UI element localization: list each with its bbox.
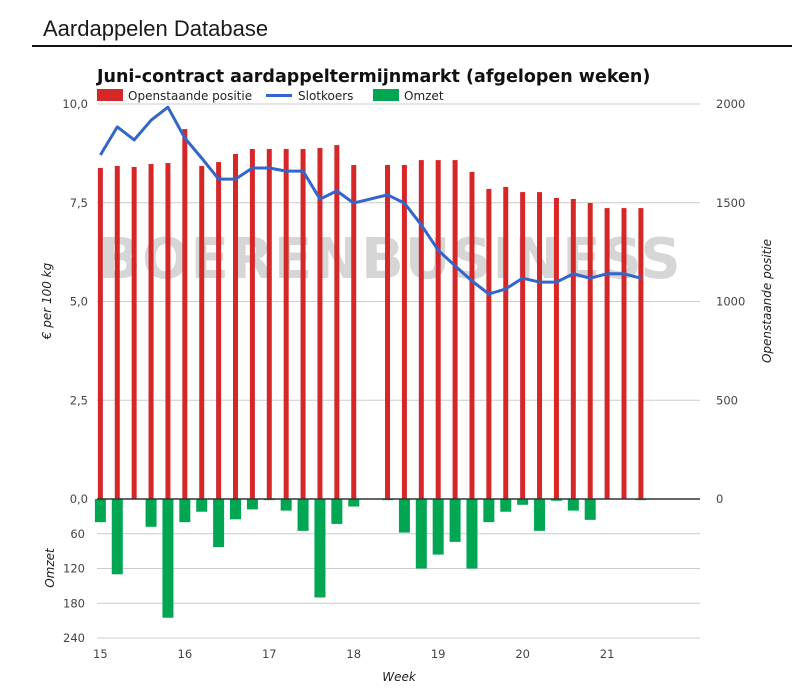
bar-openstaande-positie — [503, 186, 509, 499]
bar-omzet — [550, 499, 562, 501]
x-axis-tick-label: 16 — [178, 647, 193, 661]
bar-openstaande-positie — [334, 145, 340, 499]
left-axis-tick-label: 5,0 — [70, 295, 88, 309]
bar-omzet — [517, 499, 529, 505]
x-axis-tick-label: 17 — [262, 647, 277, 661]
bar-openstaande-positie — [570, 198, 576, 499]
x-axis-title: Week — [382, 670, 417, 684]
legend-swatch-omzet — [373, 89, 399, 101]
bar-omzet — [584, 499, 596, 520]
right-axis-tick-label: 500 — [716, 393, 738, 407]
bar-omzet — [415, 499, 427, 569]
legend-label-slotkoers: Slotkoers — [298, 89, 353, 103]
right-axis-tick-label: 0 — [716, 492, 723, 506]
bar-openstaande-positie — [300, 149, 306, 499]
bar-omzet — [246, 499, 258, 510]
bar-omzet — [280, 499, 292, 511]
bar-omzet — [483, 499, 495, 523]
legend-swatch-slotkoers — [266, 94, 292, 97]
bar-omzet — [331, 499, 343, 524]
left-axis-tick-label: 7,5 — [70, 196, 88, 210]
lower-axis-tick-label: 180 — [63, 596, 85, 610]
bar-openstaande-positie — [537, 192, 543, 499]
bar-openstaande-positie — [638, 208, 644, 499]
bar-openstaande-positie — [97, 167, 103, 500]
bar-omzet — [213, 499, 225, 548]
bar-omzet — [162, 499, 174, 618]
right-axis-tick-label: 1500 — [716, 196, 745, 210]
bar-omzet — [314, 499, 326, 598]
legend-label-omzet: Omzet — [404, 89, 444, 103]
x-axis-tick-label: 18 — [346, 647, 361, 661]
bar-openstaande-positie — [452, 160, 458, 499]
x-axis-tick-label: 15 — [93, 647, 108, 661]
bar-openstaande-positie — [148, 164, 154, 500]
bar-omzet — [196, 499, 208, 512]
legend: Openstaande positie Slotkoers Omzet — [97, 89, 444, 103]
left-axis-tick-label: 2,5 — [70, 393, 88, 407]
bar-openstaande-positie — [486, 188, 492, 500]
bar-openstaande-positie — [131, 167, 137, 499]
bar-openstaande-positie — [621, 208, 627, 499]
left-axis-tick-label: 0,0 — [70, 492, 88, 506]
bar-openstaande-positie — [283, 149, 289, 499]
bar-omzet — [398, 499, 410, 533]
bar-omzet — [230, 499, 242, 520]
x-axis-tick-label: 21 — [600, 647, 615, 661]
bar-openstaande-positie — [587, 202, 593, 499]
bar-openstaande-positie — [216, 162, 222, 499]
bar-omzet — [145, 499, 157, 527]
lower-axis-tick-label: 240 — [63, 631, 85, 645]
bar-omzet — [348, 499, 360, 507]
lower-axis-tick-label: 60 — [70, 527, 85, 541]
bar-openstaande-positie — [520, 192, 526, 499]
x-axis-tick-label: 19 — [431, 647, 446, 661]
bar-openstaande-positie — [266, 149, 272, 499]
lower-axis-title: Omzet — [43, 547, 57, 588]
bar-openstaande-positie — [199, 166, 205, 499]
left-axis-tick-label: 10,0 — [62, 97, 88, 111]
header-divider — [32, 45, 792, 47]
bar-openstaande-positie — [182, 129, 188, 499]
bar-omzet — [297, 499, 309, 531]
bar-openstaande-positie — [385, 165, 391, 499]
bar-omzet — [567, 499, 579, 511]
right-axis-tick-label: 1000 — [716, 295, 745, 309]
line-slotkoers — [99, 105, 642, 296]
bar-openstaande-positie — [418, 160, 424, 499]
bar-openstaande-positie — [165, 163, 171, 500]
bar-omzet — [466, 499, 478, 569]
bar-openstaande-positie — [553, 198, 559, 499]
bar-omzet — [449, 499, 461, 542]
bar-openstaande-positie — [233, 153, 239, 499]
bar-omzet — [500, 499, 512, 512]
legend-swatch-openstaande-positie — [97, 89, 123, 101]
lower-axis-tick-label: 120 — [63, 562, 85, 576]
bar-openstaande-positie — [317, 148, 323, 500]
bar-openstaande-positie — [249, 149, 255, 499]
bar-openstaande-positie — [435, 160, 441, 499]
x-axis-tick-label: 20 — [515, 647, 530, 661]
chart-title: Juni-contract aardappeltermijnmarkt (afg… — [96, 67, 650, 87]
bar-omzet — [179, 499, 191, 523]
bar-openstaande-positie — [114, 166, 120, 499]
left-axis-title: € per 100 kg — [40, 262, 54, 340]
bar-omzet — [432, 499, 444, 555]
bar-omzet — [534, 499, 546, 531]
legend-label-openstaande-positie: Openstaande positie — [128, 89, 252, 103]
right-axis-title: Openstaande positie — [760, 239, 774, 363]
bar-openstaande-positie — [469, 171, 475, 499]
bar-openstaande-positie — [401, 165, 407, 499]
bar-omzet — [94, 499, 106, 523]
bar-openstaande-positie — [351, 165, 357, 499]
right-axis-tick-label: 2000 — [716, 97, 745, 111]
bar-omzet — [111, 499, 123, 575]
bar-openstaande-positie — [604, 208, 610, 499]
page-header-title: Aardappelen Database — [43, 16, 269, 41]
